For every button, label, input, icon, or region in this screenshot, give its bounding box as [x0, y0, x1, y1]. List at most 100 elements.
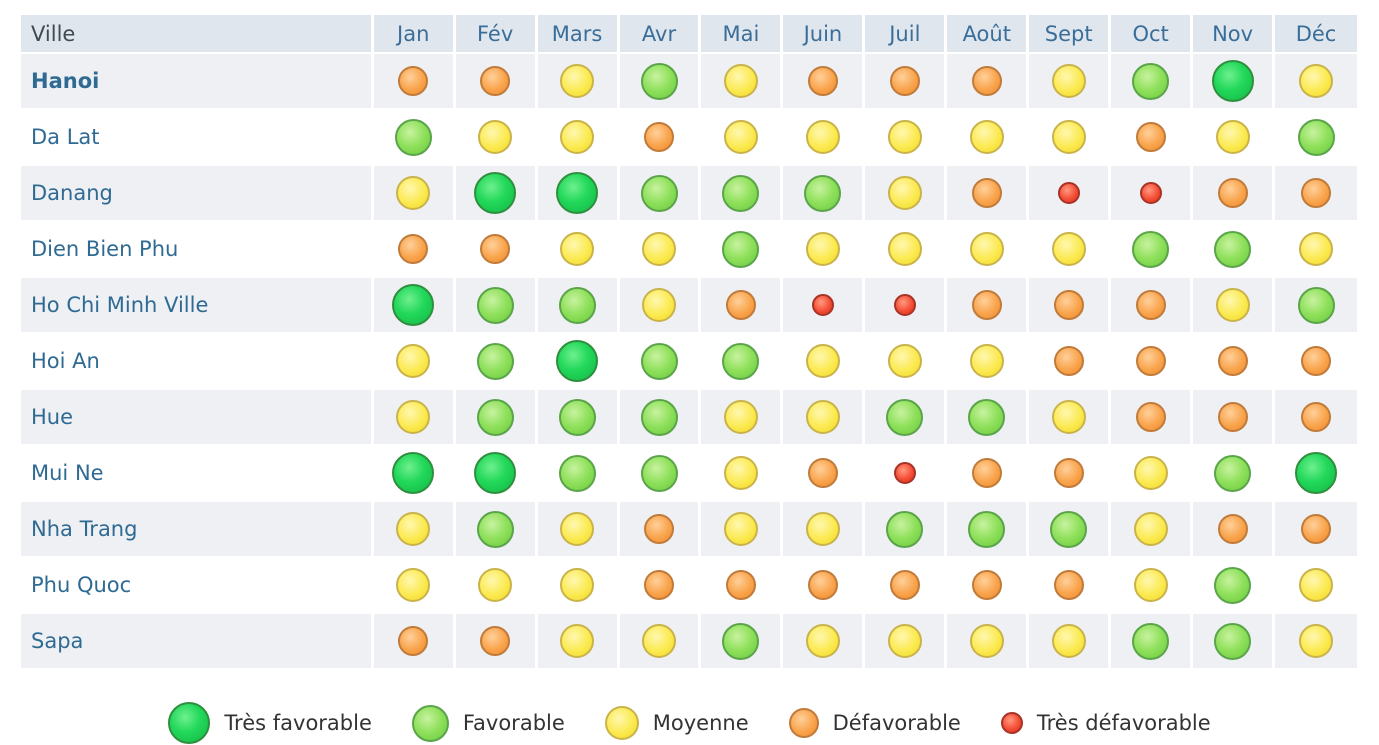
rating-cell — [619, 54, 702, 108]
average-dot-icon — [1215, 120, 1250, 154]
very-favorable-dot-icon — [1295, 452, 1338, 494]
average-dot-icon — [805, 232, 840, 266]
very-unfavorable-dot-icon — [811, 294, 834, 316]
unfavorable-dot-icon — [398, 66, 429, 96]
rating-cell — [1193, 166, 1276, 220]
rating-cell — [1029, 278, 1112, 332]
city-link[interactable]: Sapa — [21, 614, 374, 668]
rating-cell — [1275, 502, 1357, 556]
average-dot-icon — [642, 288, 677, 322]
favorable-dot-icon — [640, 342, 678, 380]
unfavorable-dot-icon — [644, 570, 675, 600]
unfavorable-dot-icon — [788, 708, 819, 738]
favorable-dot-icon — [1050, 510, 1088, 548]
rating-cell — [1111, 558, 1194, 612]
unfavorable-dot-icon — [1301, 402, 1332, 432]
legend-item: Très favorable — [168, 702, 372, 744]
city-link[interactable]: Danang — [21, 166, 374, 220]
very-favorable-dot-icon — [392, 452, 435, 494]
month-header: Nov — [1193, 15, 1276, 52]
favorable-dot-icon — [1214, 230, 1252, 268]
rating-cell — [455, 278, 538, 332]
favorable-dot-icon — [722, 622, 760, 660]
average-dot-icon — [642, 232, 677, 266]
table-row: Hanoi — [21, 52, 1357, 108]
rating-cell — [701, 54, 784, 108]
table-row: Hoi An — [21, 332, 1357, 388]
rating-cell — [455, 334, 538, 388]
rating-cell — [373, 390, 456, 444]
unfavorable-dot-icon — [398, 626, 429, 656]
rating-cell — [865, 334, 948, 388]
rating-cell — [537, 110, 620, 164]
city-link[interactable]: Hue — [21, 390, 374, 444]
unfavorable-dot-icon — [1217, 402, 1248, 432]
average-dot-icon — [1051, 624, 1086, 658]
unfavorable-dot-icon — [725, 570, 756, 600]
city-link[interactable]: Hanoi — [21, 54, 374, 108]
average-dot-icon — [969, 624, 1004, 658]
table-row: Danang — [21, 164, 1357, 220]
favorable-dot-icon — [1132, 230, 1170, 268]
favorable-dot-icon — [1132, 622, 1170, 660]
average-dot-icon — [396, 512, 431, 546]
rating-cell — [1193, 614, 1276, 668]
rating-cell — [1029, 54, 1112, 108]
very-unfavorable-dot-icon — [893, 294, 916, 316]
unfavorable-dot-icon — [1217, 178, 1248, 208]
rating-cell — [783, 334, 866, 388]
table-row: Sapa — [21, 612, 1357, 668]
favorable-dot-icon — [640, 454, 678, 492]
favorable-dot-icon — [558, 398, 596, 436]
average-dot-icon — [805, 344, 840, 378]
city-link[interactable]: Mui Ne — [21, 446, 374, 500]
unfavorable-dot-icon — [807, 570, 838, 600]
city-link[interactable]: Dien Bien Phu — [21, 222, 374, 276]
unfavorable-dot-icon — [1135, 122, 1166, 152]
rating-cell — [1111, 446, 1194, 500]
favorable-dot-icon — [411, 704, 449, 742]
rating-cell — [865, 502, 948, 556]
favorable-dot-icon — [1214, 622, 1252, 660]
rating-cell — [1193, 278, 1276, 332]
legend-item: Moyenne — [604, 706, 749, 740]
month-header: Sept — [1029, 15, 1112, 52]
rating-cell — [701, 446, 784, 500]
unfavorable-dot-icon — [971, 178, 1002, 208]
favorable-dot-icon — [886, 510, 924, 548]
favorable-dot-icon — [1132, 62, 1170, 100]
rating-cell — [1193, 110, 1276, 164]
average-dot-icon — [1051, 400, 1086, 434]
city-link[interactable]: Ho Chi Minh Ville — [21, 278, 374, 332]
rating-cell — [947, 446, 1030, 500]
city-link[interactable]: Da Lat — [21, 110, 374, 164]
city-link[interactable]: Nha Trang — [21, 502, 374, 556]
rating-cell — [537, 446, 620, 500]
city-link[interactable]: Phu Quoc — [21, 558, 374, 612]
unfavorable-dot-icon — [1053, 346, 1084, 376]
unfavorable-dot-icon — [1053, 570, 1084, 600]
legend-label: Défavorable — [832, 711, 961, 735]
average-dot-icon — [969, 344, 1004, 378]
rating-cell — [455, 614, 538, 668]
rating-cell — [1029, 222, 1112, 276]
favorable-dot-icon — [476, 286, 514, 324]
average-dot-icon — [887, 624, 922, 658]
favorable-dot-icon — [1214, 566, 1252, 604]
rating-cell — [1111, 54, 1194, 108]
favorable-dot-icon — [1297, 286, 1335, 324]
unfavorable-dot-icon — [1301, 178, 1332, 208]
rating-cell — [783, 166, 866, 220]
month-header: Juin — [783, 15, 866, 52]
favorable-dot-icon — [476, 342, 514, 380]
unfavorable-dot-icon — [1217, 346, 1248, 376]
favorable-dot-icon — [640, 174, 678, 212]
unfavorable-dot-icon — [644, 514, 675, 544]
unfavorable-dot-icon — [889, 570, 920, 600]
city-link[interactable]: Hoi An — [21, 334, 374, 388]
rating-cell — [619, 614, 702, 668]
average-dot-icon — [1133, 456, 1168, 490]
very-favorable-dot-icon — [474, 172, 517, 214]
rating-cell — [947, 222, 1030, 276]
very-unfavorable-dot-icon — [1000, 712, 1023, 734]
